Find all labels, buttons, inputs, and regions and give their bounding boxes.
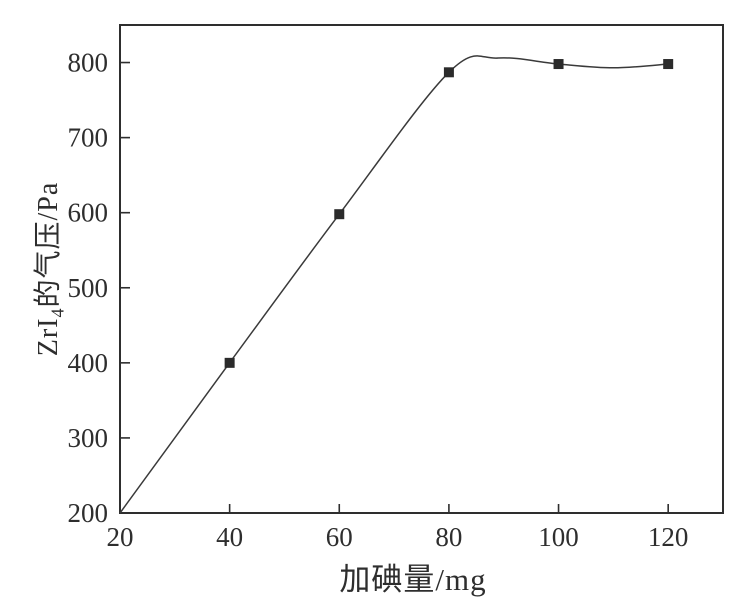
y-tick-label: 600 xyxy=(68,198,109,228)
y-tick-label: 200 xyxy=(68,498,109,528)
data-point-marker xyxy=(663,59,674,70)
y-tick-label: 400 xyxy=(68,348,109,378)
y-tick-label: 800 xyxy=(68,48,109,78)
x-tick-label: 80 xyxy=(435,522,462,552)
x-tick-label: 40 xyxy=(216,522,243,552)
x-axis-label: 加碘量/mg xyxy=(339,562,487,597)
y-axis-label-subscript: 4 xyxy=(47,307,68,318)
data-point-marker xyxy=(224,357,235,368)
y-axis-label: ZrI4的气压/Pa xyxy=(26,119,68,419)
y-tick-label: 500 xyxy=(68,273,109,303)
series-line xyxy=(119,55,669,514)
y-tick-label: 300 xyxy=(68,423,109,453)
x-tick-label: 100 xyxy=(538,522,579,552)
plot-frame xyxy=(119,24,724,514)
x-tick-label: 60 xyxy=(326,522,353,552)
y-axis-label-prefix: ZrI xyxy=(33,317,64,357)
x-tick-label: 120 xyxy=(648,522,689,552)
y-tick-label: 700 xyxy=(68,123,109,153)
data-point-marker xyxy=(553,59,564,70)
data-point-marker xyxy=(334,209,345,220)
data-point-marker xyxy=(443,67,454,78)
x-tick-label: 20 xyxy=(107,522,134,552)
y-axis-label-suffix: 的气压/Pa xyxy=(33,181,64,308)
